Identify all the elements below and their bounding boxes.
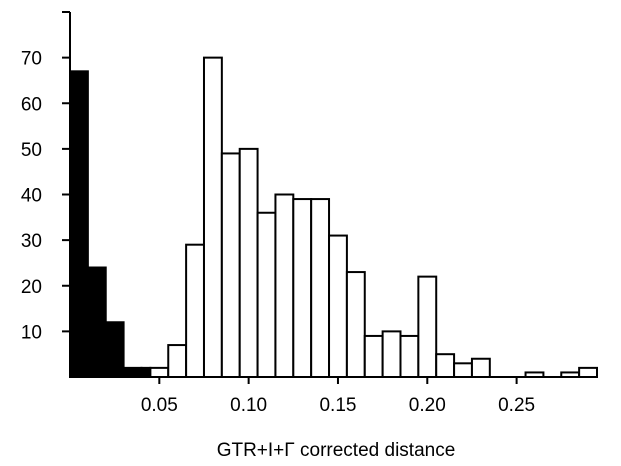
open-bar-1	[167, 344, 188, 378]
x-tick-label-4: 0.25	[498, 395, 535, 416]
bars-layer	[69, 56, 599, 378]
open-bar-16	[435, 353, 456, 378]
x-tick-label-0: 0.05	[141, 395, 178, 416]
open-bar-15	[417, 275, 438, 378]
open-bar-10	[328, 234, 348, 378]
open-bar-4	[220, 152, 241, 378]
open-bar-0	[149, 366, 170, 378]
y-tick-label-2: 30	[21, 231, 42, 252]
open-bar-8	[292, 198, 313, 378]
open-bar-21	[578, 366, 599, 378]
y-tick-label-0: 10	[21, 322, 42, 343]
x-axis-label: GTR+I+Γ corrected distance	[217, 440, 456, 461]
open-bar-18	[470, 357, 491, 378]
open-bar-9	[310, 198, 331, 378]
open-bar-17	[453, 362, 473, 378]
filled-bar-4	[140, 366, 152, 378]
open-bar-12	[363, 334, 384, 378]
x-tick-label-1: 0.10	[230, 395, 267, 416]
open-bar-7	[274, 193, 295, 378]
open-bar-2	[185, 243, 205, 378]
filled-bar-2	[104, 321, 125, 378]
y-tick-label-3: 40	[21, 186, 42, 207]
open-bar-5	[238, 147, 259, 378]
y-tick-label-6: 70	[21, 49, 42, 70]
x-tick-label-2: 0.15	[319, 395, 356, 416]
filled-bar-1	[86, 266, 107, 378]
open-bar-11	[345, 271, 366, 378]
open-bar-6	[256, 211, 277, 378]
filled-bar-3	[122, 366, 143, 378]
y-tick-label-1: 20	[21, 277, 42, 298]
filled-bar-0	[69, 70, 89, 378]
open-bar-3	[202, 56, 223, 378]
y-ticks: 10 20 30 40 50 60 70	[21, 11, 70, 343]
open-bar-14	[399, 334, 420, 378]
y-tick-label-5: 60	[21, 94, 42, 115]
open-bar-13	[381, 330, 402, 378]
x-tick-label-3: 0.20	[409, 395, 446, 416]
x-ticks: 0.05 0.10 0.15 0.20 0.25	[141, 377, 535, 416]
y-tick-label-4: 50	[21, 140, 42, 161]
